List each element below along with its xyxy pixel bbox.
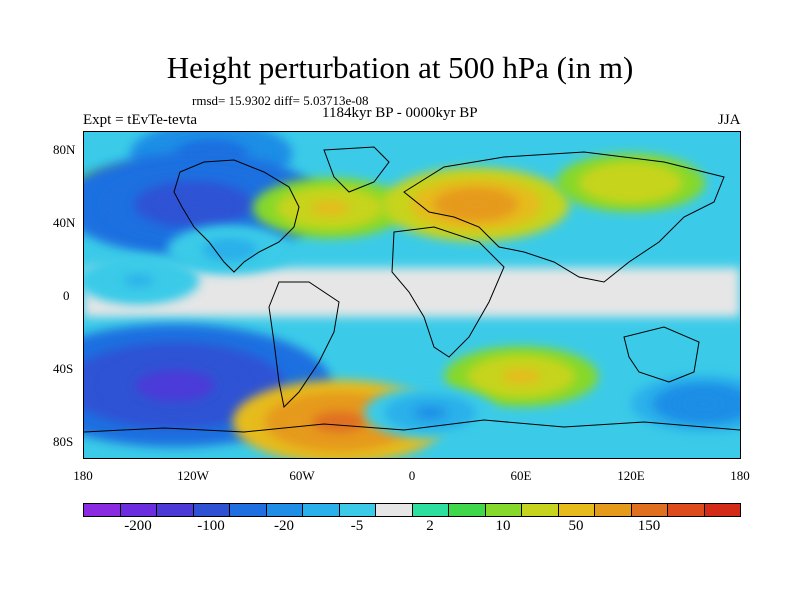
y-tick-label: 0 (63, 288, 70, 303)
anomaly-contour (312, 411, 366, 433)
colorbar-cell (266, 504, 303, 516)
colorbar-label: 2 (426, 518, 434, 534)
stats-text: rmsd= 15.9302 diff= 5.03713e-08 (192, 93, 369, 108)
colorbar-cell (631, 504, 668, 516)
anomaly-contour (685, 396, 722, 411)
x-tick-label: 60E (510, 468, 532, 483)
y-tick-label: 80S (53, 434, 74, 449)
y-tick-label: 40S (53, 361, 74, 376)
x-tick-label: 180 (73, 468, 93, 483)
coast-antarctica (84, 419, 740, 433)
anomaly-contour (502, 368, 541, 385)
colorbar-label: -200 (124, 518, 152, 534)
anomaly-west-pacific-low (630, 375, 740, 433)
anomaly-contour (135, 370, 215, 401)
coast-africa (391, 226, 505, 358)
anomaly-north-america-low (84, 152, 325, 257)
colorbar-cell (449, 504, 486, 516)
colorbar-cell (193, 504, 230, 516)
experiment-label: Expt = tEvTe-tevta (83, 112, 198, 128)
colorbar-cell (230, 504, 267, 516)
season-label: JJA (718, 112, 741, 128)
colorbar-label: -100 (197, 518, 225, 534)
anomaly-east-asia-high (556, 153, 706, 212)
colorbar-cell (120, 504, 157, 516)
colorbar-label: 10 (495, 518, 511, 534)
colorbar-label: 150 (637, 518, 661, 534)
coast-north-america (173, 159, 300, 273)
y-tick-label: 80N (53, 142, 76, 157)
anomaly-contour (612, 175, 650, 191)
colorbar-cell (303, 504, 340, 516)
colorbar-cell (704, 504, 740, 516)
anomaly-contour (214, 243, 246, 256)
colorbar-cell (157, 504, 194, 516)
coast-eurasia (403, 151, 725, 283)
anomaly-equatorial-pacific-low (84, 256, 200, 305)
chart-title: Height perturbation at 500 hPa (in m) (166, 50, 634, 85)
anomaly-contour (123, 274, 154, 287)
anomaly-field (84, 132, 740, 458)
map-svg (84, 132, 740, 458)
colorbar-cell (339, 504, 376, 516)
x-tick-label: 0 (408, 468, 416, 483)
x-tick-label: 120E (617, 468, 645, 483)
colorbar-cell (412, 504, 449, 516)
anomaly-contour (310, 200, 350, 216)
colorbar-cell (668, 504, 705, 516)
anomaly-southern-ocean-low (364, 386, 497, 439)
colorbar-cell (595, 504, 632, 516)
x-tick-label: 120W (177, 468, 209, 483)
colorbar-cell (522, 504, 559, 516)
anomaly-europe-high (381, 167, 570, 242)
coast-south-america (268, 281, 340, 409)
x-tick-label: 180 (730, 468, 750, 483)
anomaly-south-indian-high (444, 346, 599, 407)
x-tick-label: 60W (289, 468, 315, 483)
anomaly-contour (160, 191, 227, 218)
colorbar-label: 50 (568, 518, 584, 534)
anomaly-contour (413, 406, 447, 420)
coastlines (84, 146, 740, 433)
y-tick-label: 40N (53, 215, 76, 230)
map-plot (83, 131, 741, 459)
colorbar-cell (558, 504, 595, 516)
colorbar-label: -20 (274, 518, 294, 534)
colorbar-cell (84, 504, 121, 516)
period-label: 1184kyr BP - 0000kyr BP (322, 105, 478, 121)
colorbar (83, 503, 741, 517)
colorbar-cell (376, 504, 413, 516)
coast-greenland (323, 146, 390, 193)
colorbar-label: -5 (350, 518, 364, 534)
anomaly-contour (452, 195, 500, 214)
coast-australia (623, 326, 700, 383)
colorbar-cell (485, 504, 522, 516)
